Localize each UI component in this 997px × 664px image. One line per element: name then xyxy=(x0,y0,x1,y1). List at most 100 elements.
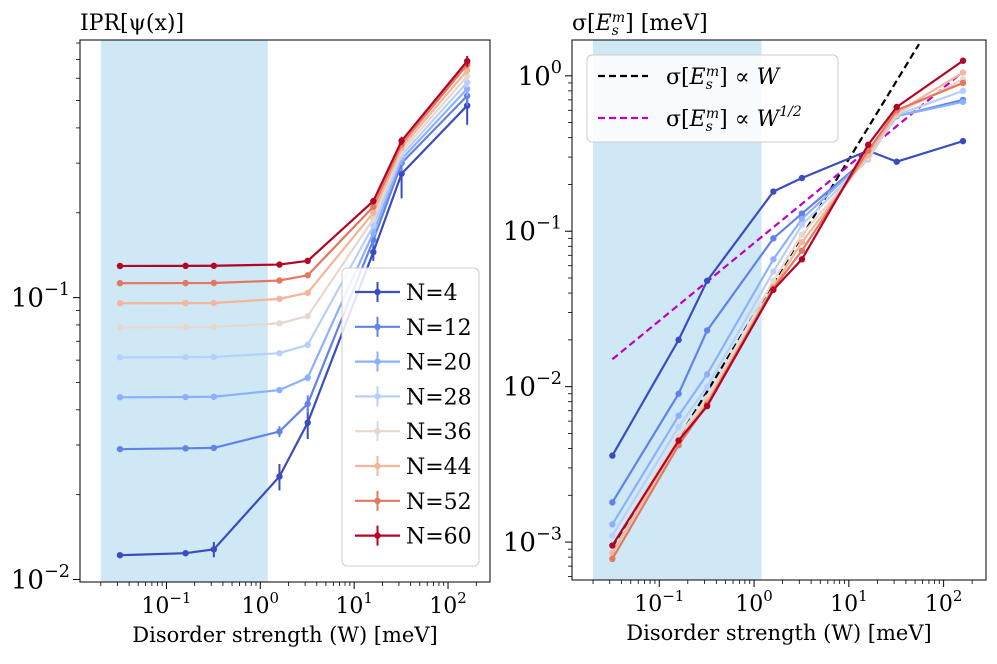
data-point xyxy=(116,279,124,287)
data-point xyxy=(609,555,616,563)
x-tick-label: 100 xyxy=(242,589,280,619)
data-point xyxy=(116,394,124,401)
data-point xyxy=(609,452,616,459)
right-title-part-5: ] [meV] xyxy=(625,11,708,36)
y-tick-label: 100 xyxy=(518,58,562,92)
x-tick-label-exponent: 0 xyxy=(270,589,280,607)
data-point xyxy=(116,262,124,270)
y-tick-label-base: 10 xyxy=(11,284,44,314)
x-tick-label: 10−1 xyxy=(634,587,684,617)
fit-legend-label-part: σ[ xyxy=(666,65,690,90)
y-tick-label-base: 10 xyxy=(11,566,44,596)
data-point xyxy=(182,299,189,307)
legend-label: N=12 xyxy=(406,316,472,341)
data-point xyxy=(210,262,218,269)
data-point xyxy=(675,336,682,344)
data-point xyxy=(398,137,405,144)
x-tick-label-base: 10 xyxy=(925,592,953,617)
fit-legend-item: σ[Esm] ∝ W xyxy=(598,64,782,93)
fit-legend-label-part: ] ∝ xyxy=(719,107,756,132)
y-tick-label-base: 10 xyxy=(503,373,536,403)
series-n-28 xyxy=(116,77,471,361)
series-n-60 xyxy=(609,57,967,549)
right-title-part-2: E xyxy=(595,11,612,36)
data-point xyxy=(182,323,189,331)
data-point xyxy=(304,341,311,349)
axes-frame xyxy=(79,39,491,583)
data-point xyxy=(210,393,218,400)
data-point xyxy=(609,542,616,549)
y-tick-label: 10−2 xyxy=(11,562,70,596)
fit-legend-label-part: 1/2 xyxy=(779,104,802,120)
data-point xyxy=(304,257,311,265)
fit-legend-box xyxy=(586,54,839,143)
series-line xyxy=(119,94,468,451)
axes-frame xyxy=(571,39,987,581)
fit-legend-label-part: σ[ xyxy=(666,107,690,132)
y-tick-label: 10−2 xyxy=(503,369,562,403)
data-point xyxy=(675,390,682,397)
x-tick-label-exponent: 1 xyxy=(858,587,868,605)
x-tick-label-base: 10 xyxy=(429,594,457,619)
data-point xyxy=(304,374,311,381)
data-point xyxy=(370,203,377,210)
data-point xyxy=(959,57,967,64)
data-point xyxy=(276,295,283,303)
series-n-52 xyxy=(116,61,471,287)
data-point xyxy=(675,423,682,431)
legend-label: N=28 xyxy=(406,385,472,410)
data-point xyxy=(959,69,967,76)
data-point xyxy=(609,532,616,539)
legend-marker xyxy=(374,358,381,365)
series-n-60 xyxy=(116,55,471,270)
data-point xyxy=(703,277,711,284)
data-point xyxy=(798,210,806,217)
x-tick-label-exponent: 2 xyxy=(953,587,963,605)
data-point xyxy=(210,279,218,287)
y-tick-label: 10−1 xyxy=(11,280,70,314)
y-tick-label-exponent: −1 xyxy=(536,214,562,234)
data-point xyxy=(675,412,682,419)
series-line xyxy=(119,75,469,329)
data-point xyxy=(182,279,189,287)
y-tick-label: 10−1 xyxy=(503,214,562,248)
series-line xyxy=(119,104,468,557)
legend-box xyxy=(341,267,480,567)
x-tick-label-base: 10 xyxy=(141,594,169,619)
y-tick-label-exponent: 0 xyxy=(551,58,562,78)
legend-label: N=20 xyxy=(406,351,472,376)
data-point xyxy=(463,73,471,80)
x-axis-label: Disorder strength (W) [meV] xyxy=(626,621,931,645)
data-point xyxy=(116,324,124,331)
legend: N=4 N=12 N=20 N=28 N=36 N=44 N=52 N=60 xyxy=(341,267,480,567)
series-line xyxy=(119,81,469,359)
fit-legend-label-part: s xyxy=(706,119,713,135)
data-point xyxy=(463,92,471,99)
data-point xyxy=(703,402,711,410)
fit-legend-label: σ[Esm] ∝ W1/2 xyxy=(666,104,802,135)
series-line xyxy=(119,60,469,268)
data-point xyxy=(798,174,806,182)
y-tick-label-base: 10 xyxy=(503,217,536,247)
data-point xyxy=(609,521,616,528)
data-point xyxy=(463,79,471,86)
data-point xyxy=(182,549,189,557)
data-point xyxy=(370,222,377,229)
legend-marker xyxy=(374,462,381,470)
data-point xyxy=(798,256,806,263)
data-point xyxy=(210,323,218,331)
x-tick-label: 101 xyxy=(335,589,373,619)
data-point xyxy=(370,197,377,205)
data-point xyxy=(116,445,124,453)
data-point xyxy=(276,473,283,480)
legend-marker xyxy=(374,323,381,330)
x-tick-label-base: 10 xyxy=(634,592,662,617)
right-title-part-1: σ[ xyxy=(572,11,596,36)
y-tick-label-exponent: −3 xyxy=(536,524,562,544)
data-point xyxy=(276,350,283,357)
y-tick-label-exponent: −1 xyxy=(44,280,70,300)
data-point xyxy=(893,158,900,165)
data-point xyxy=(770,256,777,263)
data-point xyxy=(959,98,967,106)
